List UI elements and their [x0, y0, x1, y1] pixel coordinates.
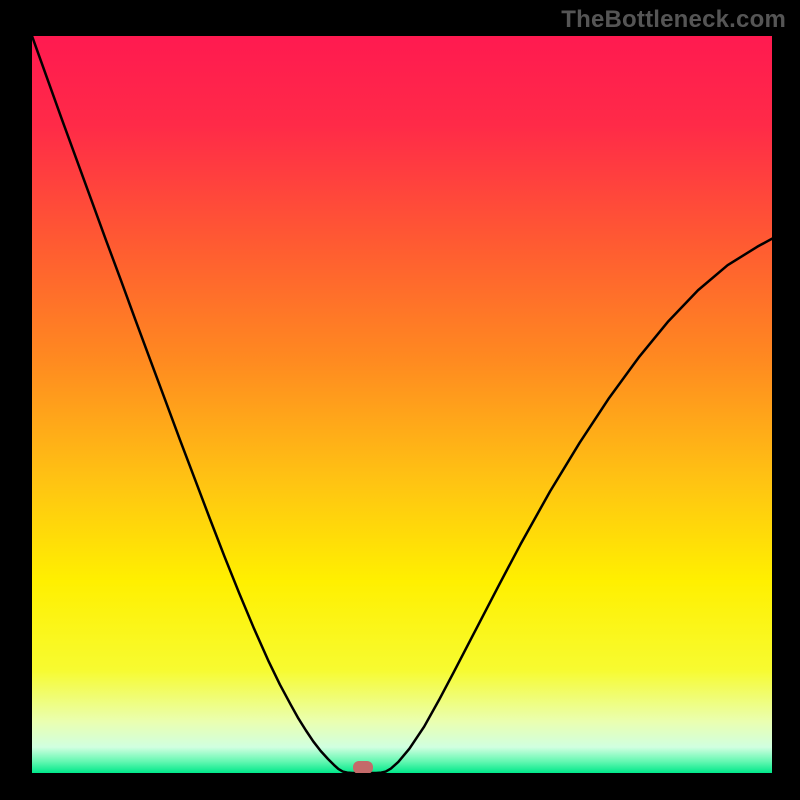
- optimum-marker: [353, 761, 373, 773]
- chart-container: TheBottleneck.com: [0, 0, 800, 800]
- watermark-text: TheBottleneck.com: [561, 6, 786, 34]
- curve-svg: [32, 36, 772, 773]
- bottleneck-curve: [32, 36, 772, 773]
- plot-area: [32, 36, 772, 773]
